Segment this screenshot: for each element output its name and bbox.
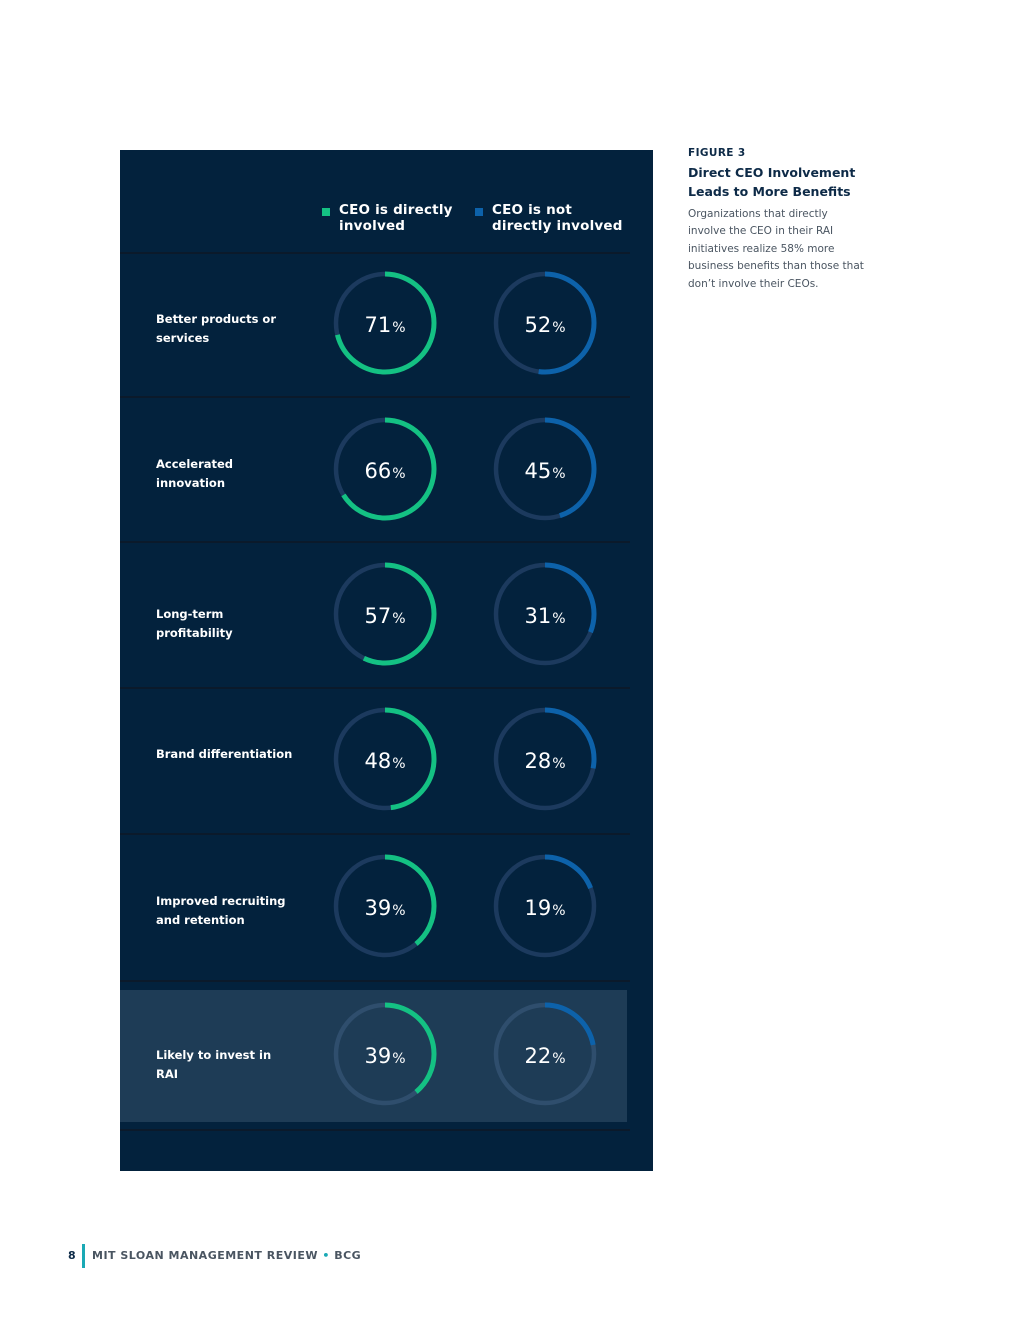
donut-value-label: 39% bbox=[364, 1044, 405, 1068]
legend-swatch-involved bbox=[322, 208, 330, 216]
category-label: Likely to invest in RAI bbox=[156, 1048, 272, 1081]
row-divider bbox=[120, 1129, 630, 1131]
legend-item-not-involved: CEO is not directly involved bbox=[475, 202, 632, 234]
donut-not-involved: 22% bbox=[493, 1002, 597, 1106]
donut-not-involved: 45% bbox=[493, 417, 597, 521]
row-divider bbox=[120, 541, 630, 543]
category-label: Improved recruiting and retention bbox=[156, 894, 286, 927]
donut-value-arc bbox=[333, 854, 437, 958]
legend-swatch-not-involved bbox=[475, 208, 483, 216]
category-label: Brand differentiation bbox=[156, 747, 293, 761]
partner-name: BCG bbox=[334, 1249, 362, 1262]
footer-separator-dot: • bbox=[322, 1249, 330, 1262]
donut-value-label: 45% bbox=[524, 459, 565, 483]
donut-involved: 48% bbox=[333, 707, 437, 811]
donut-involved: 66% bbox=[333, 417, 437, 521]
donut-value-label: 52% bbox=[524, 313, 565, 337]
footer-accent-bar bbox=[82, 1244, 85, 1268]
donut-involved: 71% bbox=[333, 271, 437, 375]
row-divider bbox=[120, 980, 630, 982]
donut-value-arc bbox=[333, 1002, 437, 1106]
donut-value-arc bbox=[493, 417, 597, 521]
page-number: 8 bbox=[68, 1249, 77, 1262]
donut-involved: 39% bbox=[333, 1002, 437, 1106]
donut-value-arc bbox=[493, 707, 597, 811]
publication-name: MIT SLOAN MANAGEMENT REVIEW bbox=[92, 1249, 318, 1262]
legend-item-involved: CEO is directly involved bbox=[322, 202, 479, 234]
donut-value-label: 22% bbox=[524, 1044, 565, 1068]
donut-not-involved: 28% bbox=[493, 707, 597, 811]
category-label: Better products or services bbox=[156, 312, 276, 345]
donut-value-arc bbox=[493, 271, 597, 375]
donut-value-arc bbox=[493, 562, 597, 666]
donut-not-involved: 19% bbox=[493, 854, 597, 958]
donut-value-label: 39% bbox=[364, 896, 405, 920]
donut-involved: 57% bbox=[333, 562, 437, 666]
category-label: Long-term profitability bbox=[156, 607, 233, 640]
donut-value-label: 71% bbox=[364, 313, 405, 337]
donut-value-arc bbox=[493, 854, 597, 958]
donut-value-arc bbox=[333, 562, 437, 666]
donut-value-arc bbox=[333, 707, 437, 811]
footer-publication: MIT SLOAN MANAGEMENT REVIEW • BCG bbox=[92, 1249, 361, 1262]
row-divider bbox=[120, 252, 630, 254]
donut-not-involved: 31% bbox=[493, 562, 597, 666]
donut-value-label: 57% bbox=[364, 604, 405, 628]
donut-value-label: 66% bbox=[364, 459, 405, 483]
row-divider bbox=[120, 687, 630, 689]
figure-title: Direct CEO Involvement Leads to More Ben… bbox=[688, 165, 856, 199]
row-divider bbox=[120, 833, 630, 835]
legend-label-involved: CEO is directly involved bbox=[339, 202, 453, 234]
legend-label-not-involved: CEO is not directly involved bbox=[492, 202, 623, 234]
donut-value-label: 19% bbox=[524, 896, 565, 920]
figure-description: Organizations that directly involve the … bbox=[688, 208, 864, 290]
donut-value-arc bbox=[333, 417, 437, 521]
row-divider bbox=[120, 396, 630, 398]
donut-value-arc bbox=[333, 271, 437, 375]
donut-not-involved: 52% bbox=[493, 271, 597, 375]
donut-value-label: 31% bbox=[524, 604, 565, 628]
category-label: Accelerated innovation bbox=[156, 457, 234, 490]
donut-value-label: 28% bbox=[524, 749, 565, 773]
figure-label: FIGURE 3 bbox=[688, 147, 746, 159]
donut-value-arc bbox=[493, 1002, 597, 1106]
donut-involved: 39% bbox=[333, 854, 437, 958]
donut-value-label: 48% bbox=[364, 749, 405, 773]
